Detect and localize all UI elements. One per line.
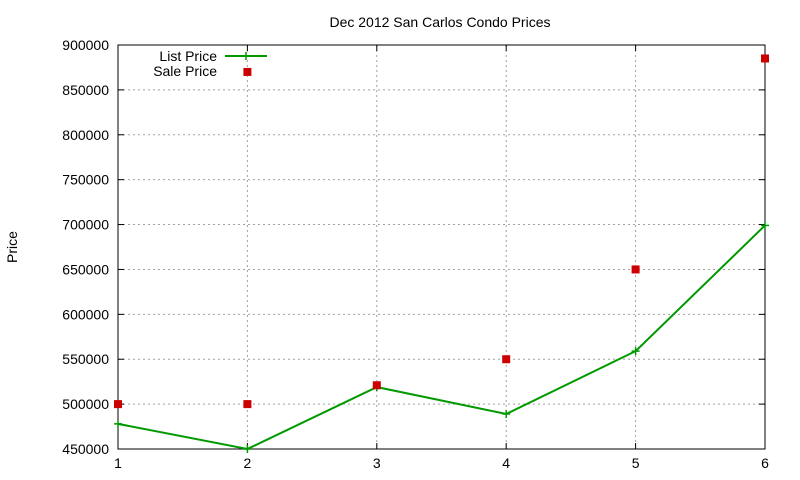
y-tick-label: 500000 [62, 396, 109, 412]
x-tick-label: 4 [502, 455, 510, 471]
sale-price-point [372, 381, 381, 390]
sale-price-point [631, 265, 640, 274]
x-tick-label: 6 [761, 455, 769, 471]
y-tick-label: 650000 [62, 261, 109, 277]
axis-ticks: 450000 500000 550000 600000 650000 700000 7500… [62, 37, 769, 471]
list-price-point [631, 347, 640, 356]
x-tick-label: 3 [373, 455, 381, 471]
legend-label-sale-price: Sale Price [153, 63, 217, 79]
y-tick-label: 600000 [62, 306, 109, 322]
chart-title: Dec 2012 San Carlos Condo Prices [329, 14, 550, 30]
legend-label-list-price: List Price [159, 48, 217, 64]
series-layer [114, 54, 769, 453]
sale-price-point [761, 54, 769, 63]
list-price-line [117, 224, 766, 451]
y-axis-label: Price [4, 231, 20, 263]
sale-price-point [243, 400, 252, 409]
list-price-point [502, 409, 511, 418]
x-tick-label: 1 [114, 455, 122, 471]
y-tick-label: 450000 [62, 441, 109, 457]
y-tick-label: 800000 [62, 127, 109, 143]
sale-price-point [114, 400, 122, 409]
sale-price-point [243, 67, 252, 76]
grid-lines [118, 45, 765, 449]
y-tick-label: 550000 [62, 351, 109, 367]
list-price-point [761, 221, 769, 230]
y-tick-label: 850000 [62, 82, 109, 98]
y-tick-label: 700000 [62, 217, 109, 233]
sale-price-point [502, 355, 511, 364]
y-tick-label: 750000 [62, 172, 109, 188]
x-tick-label: 5 [632, 455, 640, 471]
x-tick-label: 2 [244, 455, 252, 471]
list-price-point [243, 445, 252, 453]
y-tick-label: 900000 [62, 37, 109, 53]
list-price-point [114, 419, 122, 428]
plot-frame [117, 44, 766, 450]
